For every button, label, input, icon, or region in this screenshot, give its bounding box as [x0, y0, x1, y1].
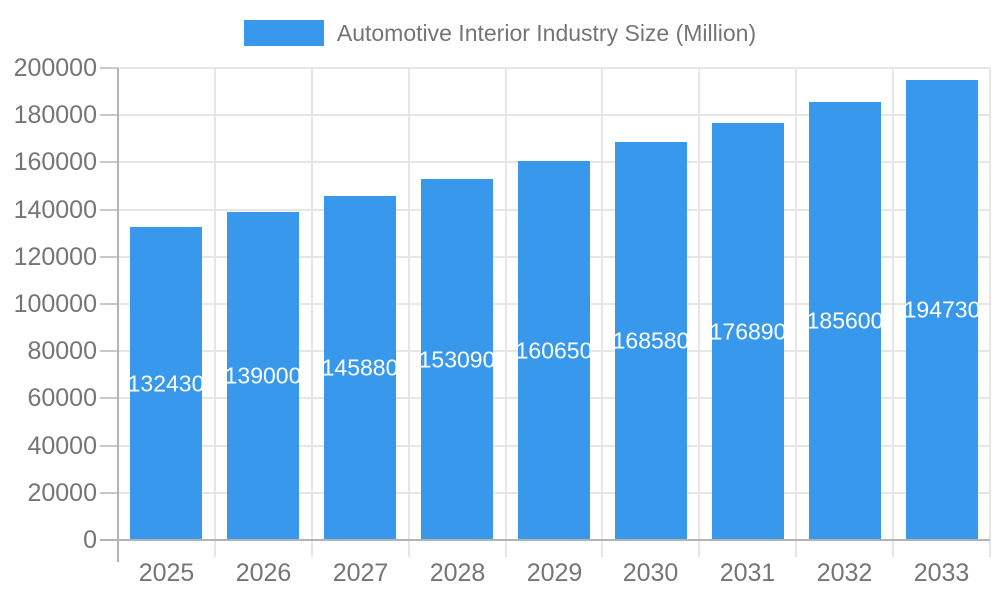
y-gridline	[118, 67, 990, 69]
bar-value-label: 194730	[906, 296, 978, 323]
y-axis-label: 140000	[13, 196, 97, 224]
bar-value-label: 132430	[130, 370, 202, 396]
y-tick	[100, 256, 118, 258]
y-axis-label: 60000	[27, 384, 97, 412]
x-gridline	[795, 68, 797, 557]
bar-value-label: 153090	[421, 346, 493, 372]
y-axis-label: 80000	[27, 337, 97, 365]
y-tick	[100, 303, 118, 305]
bar-value-label: 160650	[518, 337, 590, 363]
y-tick	[100, 161, 118, 163]
y-axis-label: 160000	[13, 148, 97, 176]
y-axis-line	[117, 68, 119, 562]
bar[interactable]: 194730	[906, 80, 978, 540]
bar[interactable]: 139000	[227, 212, 299, 540]
x-axis-label: 2026	[235, 559, 292, 587]
bar[interactable]: 168580	[615, 142, 687, 540]
x-gridline	[311, 68, 313, 557]
x-gridline	[214, 68, 216, 557]
y-tick	[100, 114, 118, 116]
legend-label: Automotive Interior Industry Size (Milli…	[336, 19, 757, 46]
bar-value-label: 185600	[809, 307, 881, 334]
y-axis-label: 120000	[13, 243, 97, 271]
bar[interactable]: 153090	[421, 179, 493, 540]
x-axis-label: 2027	[332, 559, 389, 587]
x-axis-line	[118, 539, 990, 541]
y-axis-label: 40000	[27, 432, 97, 460]
x-gridline	[892, 68, 894, 557]
x-axis-label: 2029	[526, 559, 583, 587]
x-gridline	[698, 68, 700, 557]
bar-value-label: 168580	[615, 327, 687, 354]
x-gridline	[505, 68, 507, 557]
y-tick	[100, 539, 118, 541]
x-gridline	[601, 68, 603, 557]
y-tick	[100, 67, 118, 69]
x-gridline	[989, 68, 991, 557]
bar[interactable]: 160650	[518, 161, 590, 540]
x-gridline	[408, 68, 410, 557]
x-axis-label: 2030	[622, 559, 679, 587]
y-axis-label: 20000	[27, 479, 97, 507]
bar-value-label: 176890	[712, 318, 784, 344]
y-axis-label: 100000	[13, 290, 97, 318]
x-axis-label: 2025	[138, 559, 195, 587]
bar[interactable]: 176890	[712, 123, 784, 540]
y-axis-label: 0	[83, 526, 97, 554]
x-axis-label: 2028	[429, 559, 486, 587]
y-tick	[100, 350, 118, 352]
x-axis-label: 2033	[913, 559, 970, 587]
y-tick	[100, 397, 118, 399]
legend-swatch	[243, 20, 324, 46]
y-axis-label: 180000	[13, 101, 97, 129]
bar[interactable]: 145880	[324, 196, 396, 540]
x-axis-label: 2031	[719, 559, 776, 587]
legend: Automotive Interior Industry Size (Milli…	[0, 17, 1000, 49]
y-tick	[100, 445, 118, 447]
y-axis-label: 200000	[13, 54, 97, 82]
bar-value-label: 145880	[324, 354, 396, 381]
bar[interactable]: 132430	[130, 227, 202, 540]
y-tick	[100, 209, 118, 211]
bar[interactable]: 185600	[809, 102, 881, 540]
y-tick	[100, 492, 118, 494]
bar-value-label: 139000	[227, 362, 299, 389]
x-axis-label: 2032	[816, 559, 873, 587]
y-gridline	[118, 114, 990, 116]
